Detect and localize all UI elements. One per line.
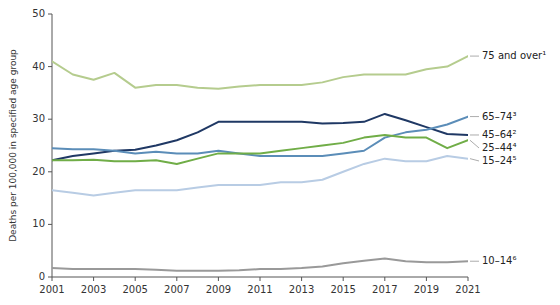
y-tick	[48, 66, 52, 67]
x-tick-label: 2011	[247, 284, 272, 295]
y-tick	[48, 277, 52, 278]
series-label: 65–74³	[482, 111, 516, 122]
y-axis-label: Deaths per 100,000 in specified age grou…	[8, 49, 18, 242]
x-tick-label: 2003	[81, 284, 106, 295]
chart: 0 10 20 30 40 50 2001 2003 2005 2007 2009 2011 2013 2…	[0, 0, 560, 305]
series-line	[52, 259, 468, 271]
x-tick	[176, 277, 177, 281]
x-tick	[468, 277, 469, 281]
label-connector	[470, 134, 479, 135]
y-tick-label: 10	[32, 218, 45, 229]
y-tick-label: 20	[32, 166, 45, 177]
x-tick	[426, 277, 427, 281]
y-tick	[48, 224, 52, 225]
x-tick-label: 2007	[164, 284, 189, 295]
y-tick-label: 50	[32, 8, 45, 19]
label-connector	[470, 159, 479, 161]
x-tick-label: 2013	[289, 284, 314, 295]
y-tick-label: 30	[32, 113, 45, 124]
x-tick-label: 2019	[414, 284, 439, 295]
x-tick-label: 2017	[372, 284, 397, 295]
label-connector	[470, 261, 479, 262]
x-tick	[384, 277, 385, 281]
x-tick-label: 2001	[39, 284, 64, 295]
y-tick	[48, 171, 52, 172]
series-line	[52, 117, 468, 156]
series-label: 75 and over¹	[482, 50, 546, 61]
series-line	[52, 56, 468, 89]
x-tick	[301, 277, 302, 281]
y-tick-label: 0	[39, 271, 45, 282]
series-label: 45–64²	[482, 129, 516, 140]
y-tick	[48, 14, 52, 15]
x-tick-label: 2009	[206, 284, 231, 295]
x-tick	[93, 277, 94, 281]
lines	[52, 56, 468, 271]
x-tick	[343, 277, 344, 281]
label-connector	[470, 140, 479, 148]
series-line	[52, 135, 468, 164]
series-label: 10–14⁶	[482, 255, 516, 266]
x-tick	[218, 277, 219, 281]
x-tick-label: 2005	[122, 284, 147, 295]
y-tick-label: 40	[32, 61, 45, 72]
y-axis-line	[52, 14, 53, 277]
series-labels: 75 and over¹ 65–74³ 45–64² 25–44⁴ 15–24⁵ 10–1…	[470, 50, 546, 266]
x-tick-label: 2021	[455, 284, 480, 295]
x-tick	[135, 277, 136, 281]
y-tick	[48, 119, 52, 120]
series-label: 15–24⁵	[482, 155, 516, 166]
series-line	[52, 156, 468, 195]
label-connector	[470, 56, 479, 57]
x-tick	[260, 277, 261, 281]
series-label: 25–44⁴	[482, 142, 516, 153]
label-connector	[470, 116, 479, 117]
x-tick-label: 2015	[330, 284, 355, 295]
x-tick	[52, 277, 53, 281]
